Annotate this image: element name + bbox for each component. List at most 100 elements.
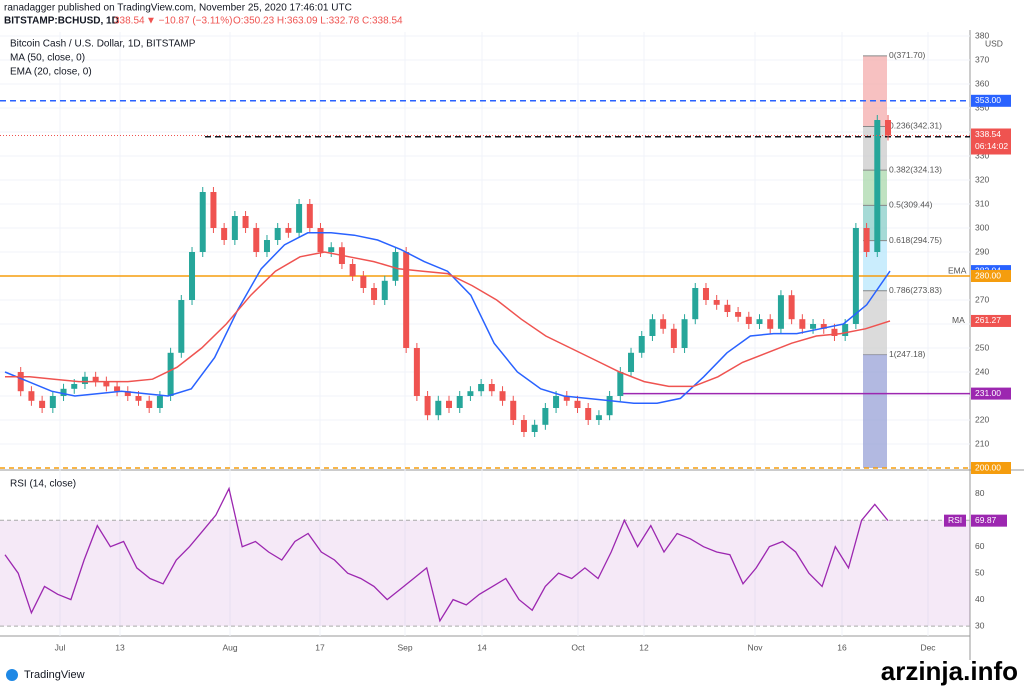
rsi-band bbox=[0, 520, 970, 627]
rsi-tick-label: 40 bbox=[975, 594, 985, 604]
y-tick-label: 350 bbox=[975, 102, 989, 112]
rsi-tick-label: 80 bbox=[975, 488, 985, 498]
candle bbox=[189, 252, 196, 300]
candle bbox=[424, 396, 431, 416]
rsi-value-label: 69.87 bbox=[975, 515, 997, 525]
x-tick-label: 17 bbox=[315, 642, 325, 652]
candle bbox=[617, 372, 624, 396]
candle bbox=[231, 216, 238, 240]
candle bbox=[167, 352, 174, 396]
candle bbox=[799, 319, 806, 329]
x-tick-label: 16 bbox=[837, 642, 847, 652]
x-tick-label: Dec bbox=[920, 642, 936, 652]
candle bbox=[349, 264, 356, 276]
candle bbox=[478, 384, 485, 392]
candle bbox=[874, 120, 881, 252]
candle bbox=[670, 328, 677, 348]
candle bbox=[499, 391, 506, 401]
candle bbox=[221, 228, 228, 240]
rsi-tag bbox=[944, 514, 966, 527]
candle bbox=[735, 312, 742, 317]
candle bbox=[392, 252, 399, 281]
fib-label: 0.5(309.44) bbox=[889, 200, 933, 210]
price-tag-label: 261.27 bbox=[975, 315, 1001, 325]
candle bbox=[660, 319, 667, 329]
candle bbox=[810, 324, 817, 329]
candle bbox=[595, 415, 602, 420]
last: 338.54 bbox=[114, 16, 145, 27]
last-tag-label: 338.54 bbox=[975, 129, 1001, 139]
candle bbox=[81, 376, 88, 384]
price-tag-label: 353.00 bbox=[975, 95, 1001, 105]
candle bbox=[788, 295, 795, 320]
candle bbox=[156, 396, 163, 408]
last-tag bbox=[971, 128, 1011, 155]
candle bbox=[724, 304, 731, 312]
candle bbox=[210, 192, 217, 228]
footer bbox=[0, 662, 1024, 689]
candle bbox=[713, 300, 720, 305]
candle bbox=[574, 400, 581, 408]
candle bbox=[553, 396, 560, 408]
candle bbox=[692, 288, 699, 320]
price-tag bbox=[971, 94, 1011, 107]
candle bbox=[328, 247, 335, 252]
x-tick-label: Oct bbox=[571, 642, 585, 652]
candle bbox=[510, 400, 517, 420]
y-tick-label: 360 bbox=[975, 78, 989, 88]
rsi-line bbox=[4, 486, 889, 623]
price-tag bbox=[971, 387, 1011, 400]
y-tick-label: 370 bbox=[975, 54, 989, 64]
indicator-line bbox=[4, 232, 891, 404]
candle bbox=[274, 228, 281, 240]
publisher: ranadagger published on TradingView.com,… bbox=[4, 3, 352, 14]
legend-ema: EMA (20, close, 0) bbox=[10, 67, 92, 78]
candle bbox=[263, 240, 270, 252]
candle bbox=[413, 348, 420, 396]
candle bbox=[317, 228, 324, 252]
candle bbox=[253, 228, 260, 252]
fib-ext bbox=[863, 354, 887, 468]
x-tick-label: Sep bbox=[397, 642, 412, 652]
candle bbox=[756, 319, 763, 324]
ma-tag: MA bbox=[952, 315, 965, 325]
candle bbox=[242, 216, 249, 228]
candle bbox=[124, 391, 131, 396]
y-tick-label: 300 bbox=[975, 222, 989, 232]
y-tick-label: 220 bbox=[975, 414, 989, 424]
candle bbox=[702, 288, 709, 300]
candle bbox=[71, 384, 78, 389]
candle bbox=[488, 384, 495, 392]
indicator-line bbox=[5, 251, 891, 388]
candle bbox=[381, 280, 388, 300]
candle bbox=[842, 324, 849, 336]
x-tick-label: 12 bbox=[639, 642, 649, 652]
candle bbox=[467, 391, 474, 396]
fib-label: 0.618(294.75) bbox=[889, 235, 942, 245]
candle bbox=[831, 328, 838, 336]
price-tag bbox=[971, 462, 1011, 474]
rsi-tick-label: 30 bbox=[975, 620, 985, 630]
candle bbox=[681, 319, 688, 348]
change: ▼ −10.87 (−3.11%) bbox=[146, 16, 232, 27]
x-tick-label: 14 bbox=[477, 642, 487, 652]
y-tick-label: 290 bbox=[975, 246, 989, 256]
candle bbox=[863, 228, 870, 252]
y-tick-label: 380 bbox=[975, 30, 989, 40]
y-tick-label: 270 bbox=[975, 294, 989, 304]
candle bbox=[135, 396, 142, 401]
legend-rsi: RSI (14, close) bbox=[10, 479, 76, 490]
logo bbox=[6, 669, 18, 681]
candle bbox=[777, 295, 784, 329]
symbol: BITSTAMP:BCHUSD, 1D bbox=[4, 16, 119, 27]
candle bbox=[114, 386, 121, 392]
x-tick-label: Jul bbox=[55, 642, 66, 652]
candle bbox=[17, 372, 24, 392]
y-tick-label: 210 bbox=[975, 438, 989, 448]
x-tick-label: Aug bbox=[222, 642, 237, 652]
rsi-tick-label: 60 bbox=[975, 541, 985, 551]
candle bbox=[296, 204, 303, 233]
candle bbox=[39, 400, 46, 408]
candle bbox=[628, 352, 635, 372]
